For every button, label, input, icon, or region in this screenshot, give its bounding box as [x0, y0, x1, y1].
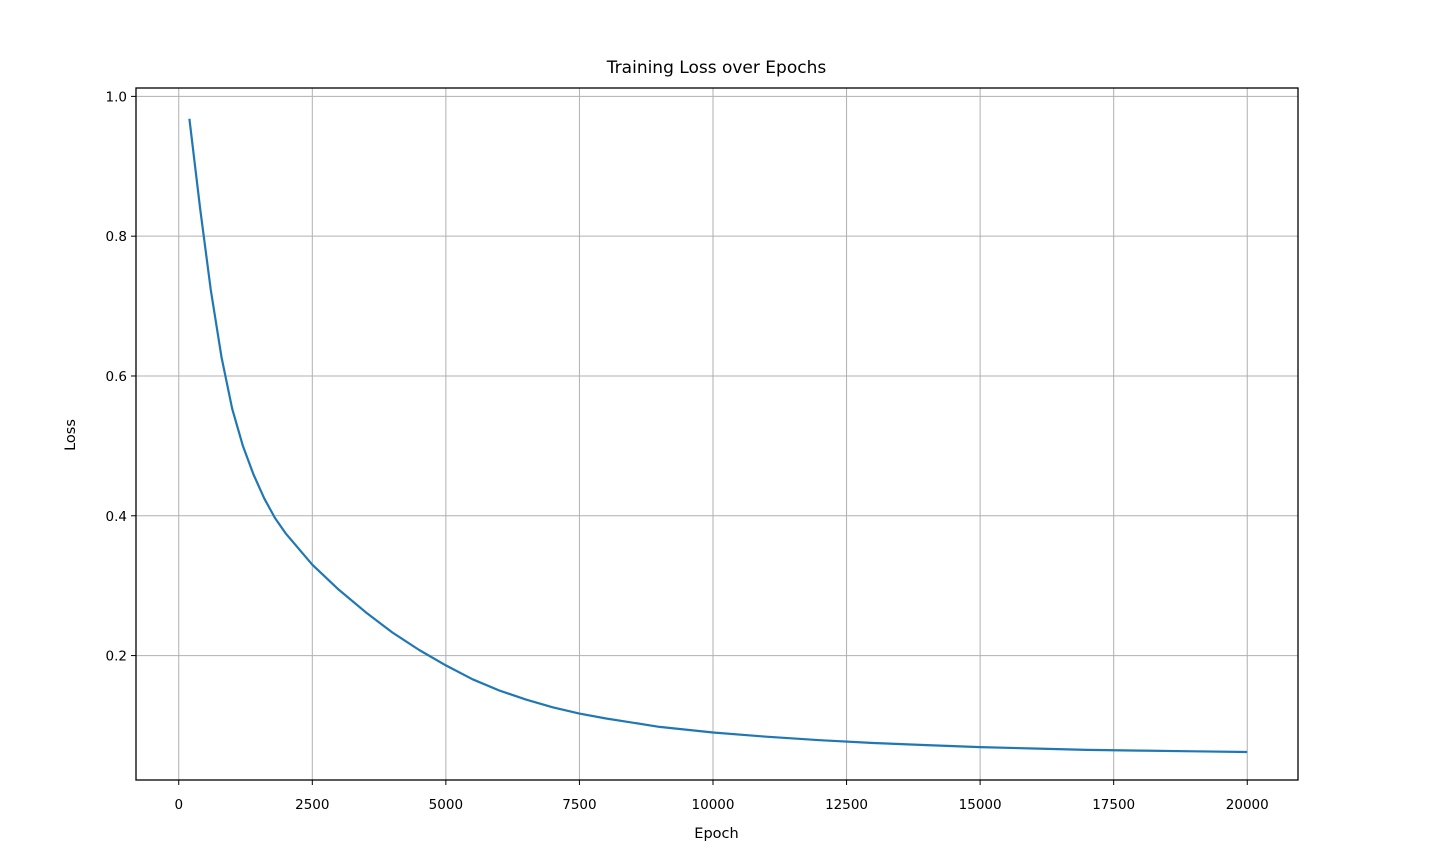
y-tick-label: 0.4 — [106, 509, 127, 525]
y-axis-ticks: 0.2 0.4 0.6 0.8 1.0 — [106, 89, 136, 665]
y-axis-label: Loss — [63, 419, 79, 451]
x-tick-label: 2500 — [295, 797, 329, 813]
y-tick-label: 0.8 — [106, 229, 127, 245]
x-tick-label: 7500 — [562, 797, 596, 813]
x-tick-label: 5000 — [429, 797, 463, 813]
plot-frame — [135, 87, 1299, 781]
x-axis-ticks: 0 2500 5000 7500 10000 12500 15000 17500 20000 — [174, 780, 1269, 813]
series-layer — [188, 118, 1248, 754]
x-tick-label: 0 — [174, 797, 183, 813]
loss-line — [188, 118, 1248, 754]
x-tick-label: 17500 — [1092, 797, 1135, 813]
x-tick-label: 15000 — [959, 797, 1002, 813]
x-tick-label: 10000 — [692, 797, 735, 813]
y-tick-label: 0.6 — [106, 369, 127, 385]
x-tick-label: 12500 — [825, 797, 868, 813]
chart-title: Training Loss over Epochs — [606, 58, 827, 78]
y-tick-label: 1.0 — [106, 89, 127, 105]
grid-lines — [136, 88, 1298, 780]
y-tick-label: 0.2 — [106, 649, 127, 665]
x-axis-label: Epoch — [694, 826, 738, 842]
x-tick-label: 20000 — [1226, 797, 1269, 813]
